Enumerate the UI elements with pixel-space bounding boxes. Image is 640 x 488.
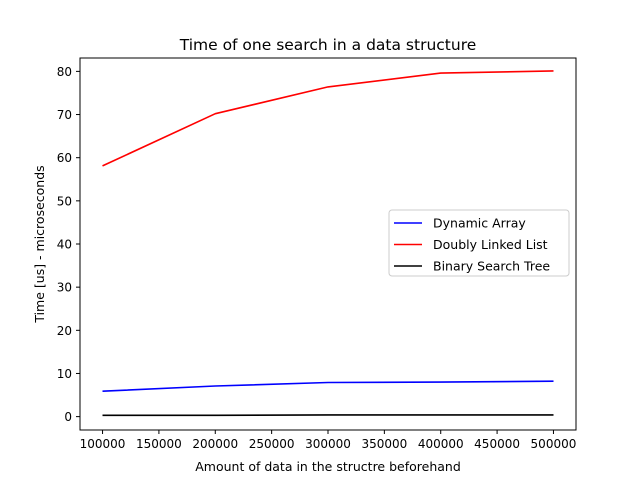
legend-label: Dynamic Array (433, 216, 526, 231)
y-tick-label: 70 (57, 108, 72, 122)
legend-label: Binary Search Tree (433, 259, 550, 274)
chart-title: Time of one search in a data structure (179, 36, 477, 54)
y-tick-label: 10 (57, 367, 72, 381)
y-tick-label: 40 (57, 238, 72, 252)
x-tick-label: 200000 (192, 437, 238, 451)
x-tick-label: 300000 (305, 437, 351, 451)
x-tick-label: 250000 (249, 437, 295, 451)
x-axis-ticks: 100000 150000 200000 250000 300000 350000 4000… (80, 430, 577, 451)
y-tick-label: 60 (57, 151, 72, 165)
series-line-dynamic-array (103, 381, 554, 391)
y-axis-label: Time [us] - microseconds (32, 165, 47, 323)
x-tick-label: 400000 (418, 437, 464, 451)
x-tick-label: 500000 (531, 437, 577, 451)
x-tick-label: 100000 (80, 437, 126, 451)
x-axis-label: Amount of data in the structre beforehan… (195, 459, 461, 474)
y-tick-label: 50 (57, 194, 72, 208)
series-line-doubly-linked-list (103, 71, 554, 166)
y-tick-label: 20 (57, 324, 72, 338)
y-tick-label: 80 (57, 65, 72, 79)
x-tick-label: 350000 (361, 437, 407, 451)
y-tick-label: 0 (64, 410, 72, 424)
legend-label: Doubly Linked List (433, 237, 548, 252)
x-tick-label: 450000 (474, 437, 520, 451)
x-tick-label: 150000 (136, 437, 182, 451)
legend: Dynamic Array Doubly Linked List Binary Se… (389, 210, 569, 276)
y-axis-ticks: 0 10 20 30 40 50 60 70 80 (57, 65, 80, 424)
y-tick-label: 30 (57, 281, 72, 295)
